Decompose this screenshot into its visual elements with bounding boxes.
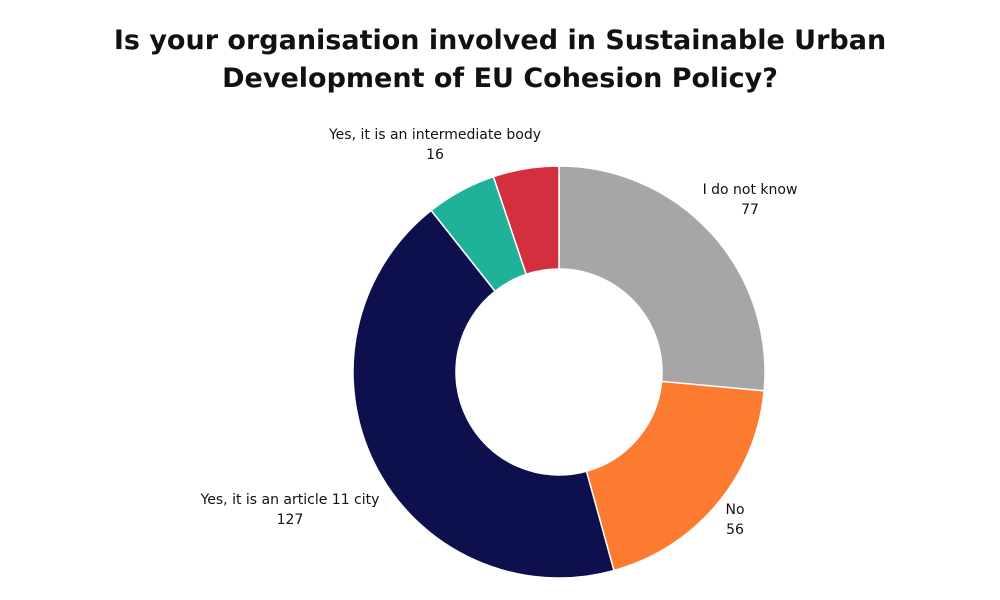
slice-label-text: No bbox=[725, 502, 745, 518]
donut-slice-no bbox=[585, 380, 765, 572]
slice-label-value: 77 bbox=[741, 202, 759, 218]
slice-label-intermediate-body: Yes, it is an intermediate body 16 bbox=[305, 125, 565, 165]
slice-label-value: 56 bbox=[726, 522, 744, 538]
slice-label-value: 16 bbox=[426, 147, 444, 163]
chart-title: Is your organisation involved in Sustain… bbox=[0, 22, 1000, 98]
slice-label-text: Yes, it is an intermediate body bbox=[328, 127, 542, 143]
slice-label-value: 127 bbox=[276, 512, 304, 528]
donut-slice-red-segment bbox=[492, 165, 560, 276]
slice-label-i-do-not-know: I do not know 77 bbox=[680, 180, 820, 220]
donut-slice-yes-it-is-an-article-11-city bbox=[352, 209, 615, 579]
slice-label-no: No 56 bbox=[705, 500, 765, 540]
donut-slice-i-do-not-know bbox=[558, 165, 766, 392]
slice-label-text: I do not know bbox=[702, 182, 798, 198]
slice-label-article-11-city: Yes, it is an article 11 city 127 bbox=[185, 490, 395, 530]
chart-title-line-2: Development of EU Cohesion Policy? bbox=[222, 63, 778, 94]
slice-label-text: Yes, it is an article 11 city bbox=[200, 492, 380, 508]
chart-title-line-1: Is your organisation involved in Sustain… bbox=[113, 25, 887, 56]
